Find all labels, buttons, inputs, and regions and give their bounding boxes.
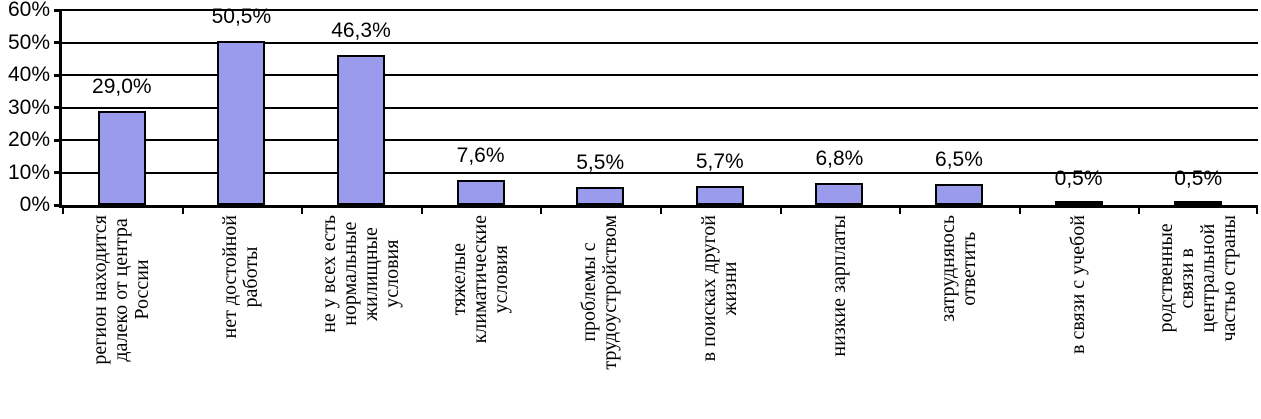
x-axis-tick bbox=[62, 205, 64, 214]
bar bbox=[935, 183, 983, 205]
gridline bbox=[62, 41, 1258, 44]
x-axis-category-label: тяжелые климатические условия bbox=[448, 215, 513, 344]
x-axis-category-cell: тяжелые климатические условия bbox=[421, 215, 541, 419]
x-axis-category-cell: затрудняюсь ответить bbox=[899, 215, 1019, 419]
x-axis-tick bbox=[301, 205, 304, 214]
bar bbox=[815, 182, 864, 205]
x-axis-tick bbox=[1138, 205, 1141, 214]
bar bbox=[576, 187, 625, 205]
x-axis-tick bbox=[660, 205, 662, 214]
bar-value-label: 5,5% bbox=[576, 151, 625, 175]
x-axis-category-cell: родственные связи в центральной частью с… bbox=[1138, 215, 1258, 419]
x-axis-category-cell: в связи с учебой bbox=[1019, 215, 1139, 419]
gridline bbox=[62, 74, 1258, 76]
bar-value-label: 0,5% bbox=[1174, 167, 1223, 191]
x-axis-category-label: родственные связи в центральной частью с… bbox=[1155, 215, 1241, 342]
bar bbox=[456, 180, 505, 205]
x-axis-category-cell: проблемы с трудоустройством bbox=[540, 215, 660, 419]
bar-value-label: 5,7% bbox=[695, 150, 744, 174]
y-axis-tick-label: 0% bbox=[19, 193, 50, 216]
y-axis-tick-label: 20% bbox=[7, 128, 50, 151]
bar bbox=[1174, 201, 1223, 205]
y-axis-tick-label: 40% bbox=[7, 63, 50, 86]
y-axis-tick-label: 50% bbox=[7, 30, 50, 54]
gridline bbox=[62, 106, 1258, 109]
x-axis-category-cell: нет достойной работы bbox=[182, 215, 302, 419]
x-axis-category-cell: низкие зарплаты bbox=[780, 215, 900, 419]
bar-value-label: 7,6% bbox=[456, 144, 505, 168]
bar bbox=[337, 54, 385, 205]
bar bbox=[695, 186, 744, 205]
bar-value-label: 29,0% bbox=[92, 74, 152, 98]
x-axis-tick bbox=[420, 205, 423, 214]
x-axis-tick bbox=[1018, 205, 1021, 214]
bar bbox=[217, 40, 266, 205]
x-axis-category-label: в поисках другой жизни bbox=[697, 215, 741, 362]
x-axis-category-cell: в поисках другой жизни bbox=[660, 215, 780, 419]
y-axis-tick bbox=[54, 171, 62, 174]
bar-value-label: 6,8% bbox=[815, 146, 864, 170]
y-axis-tick-label: 30% bbox=[7, 95, 50, 119]
x-axis: регион находится далеко от центра России… bbox=[62, 215, 1258, 419]
bar-value-label: 6,5% bbox=[935, 147, 983, 171]
x-axis-tick bbox=[899, 205, 902, 214]
gridline bbox=[62, 9, 1258, 11]
x-axis-category-cell: не у всех есть нормальные жилищные услов… bbox=[301, 215, 421, 419]
x-axis-tick bbox=[181, 205, 184, 214]
x-axis-tick bbox=[1256, 205, 1258, 214]
bar-value-label: 46,3% bbox=[331, 18, 391, 42]
plot-area: 29,0% 50,5% 46,3% 7,6% 5,5% 5,7% 6,8% 6,5% 0,5% 0… bbox=[54, 5, 1258, 214]
y-axis-tick-label: 10% bbox=[7, 160, 50, 184]
y-axis-tick-label: 60% bbox=[7, 0, 50, 21]
x-axis-category-label: не у всех есть нормальные жилищные услов… bbox=[317, 215, 403, 333]
x-axis-tick bbox=[779, 205, 782, 214]
bar-value-label: 50,5% bbox=[211, 4, 272, 28]
x-axis-category-label: затрудняюсь ответить bbox=[936, 215, 980, 322]
gridline bbox=[62, 171, 1258, 174]
y-axis-tick bbox=[54, 138, 62, 142]
x-axis-category-label: нет достойной работы bbox=[219, 215, 263, 339]
bar-value-label: 0,5% bbox=[1054, 167, 1103, 191]
x-axis-category-label: регион находится далеко от центра России bbox=[89, 215, 154, 365]
x-axis-category-cell: регион находится далеко от центра России bbox=[62, 215, 182, 419]
y-axis-tick bbox=[54, 41, 62, 44]
x-axis-category-label: проблемы с трудоустройством bbox=[578, 215, 622, 370]
y-axis-tick bbox=[54, 203, 62, 207]
bar bbox=[97, 110, 146, 205]
gridline bbox=[62, 139, 1258, 141]
y-axis-tick bbox=[54, 73, 62, 77]
x-axis-category-label: низкие зарплаты bbox=[827, 215, 850, 357]
y-axis-tick bbox=[54, 106, 62, 109]
x-axis-tick bbox=[540, 205, 543, 214]
y-axis-tick bbox=[54, 8, 62, 12]
bar bbox=[1054, 201, 1103, 205]
x-axis-category-label: в связи с учебой bbox=[1067, 215, 1090, 354]
